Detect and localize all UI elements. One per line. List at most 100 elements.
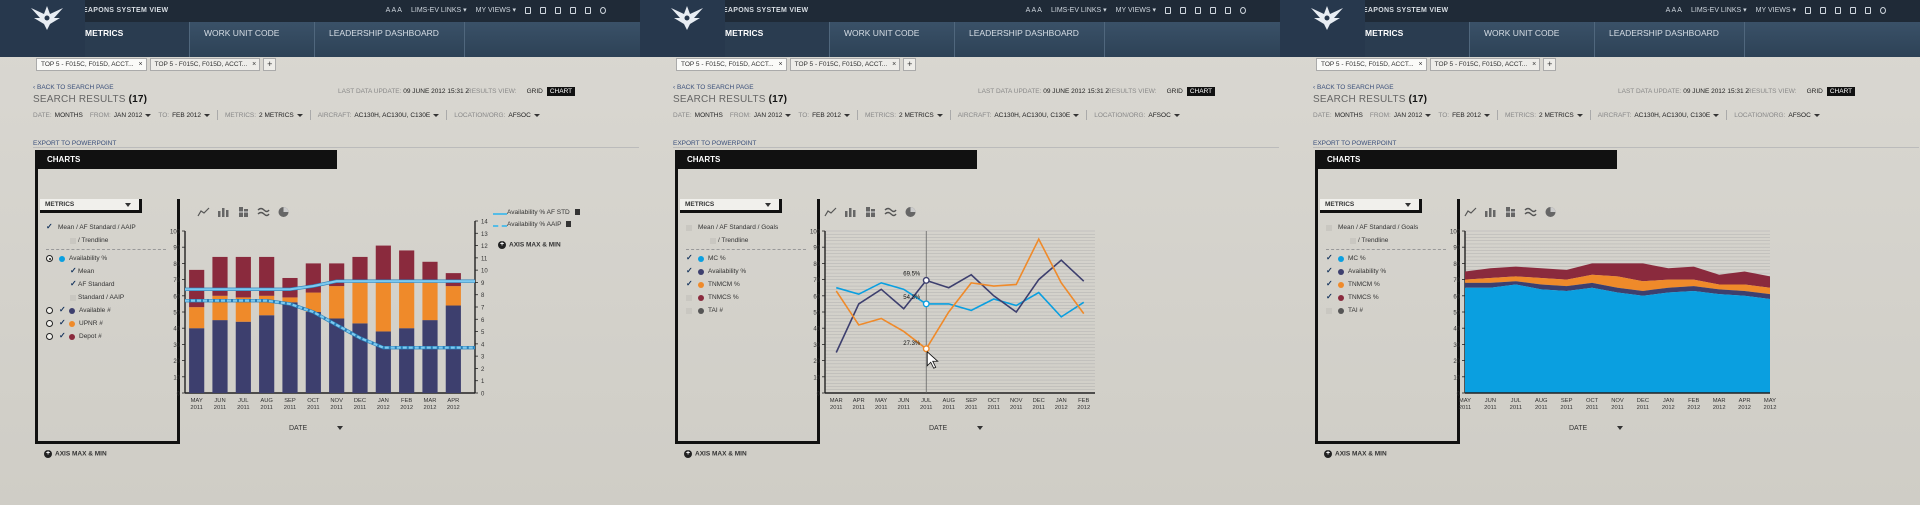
close-icon[interactable]: ×	[892, 61, 897, 68]
tab-work-unit-code[interactable]: WORK UNIT CODE	[830, 22, 955, 57]
to-filter[interactable]: FEB 2012	[172, 111, 201, 119]
aircraft-filter[interactable]: AC130H, AC130U, C130E	[1634, 111, 1711, 119]
metrics-dropdown[interactable]: METRICS	[40, 199, 142, 213]
area-series[interactable]	[1465, 284, 1770, 393]
line-chart-icon[interactable]	[197, 205, 210, 217]
checkbox[interactable]	[686, 295, 692, 301]
radio-button[interactable]	[46, 255, 53, 262]
legend-item[interactable]: Availability % AAIP	[493, 219, 580, 231]
bar-segment[interactable]	[375, 282, 391, 332]
bar-segment[interactable]	[352, 256, 368, 282]
bar-segment[interactable]	[422, 281, 438, 321]
document-icon[interactable]	[1195, 6, 1201, 14]
trash-icon[interactable]	[574, 209, 580, 216]
back-to-search-link[interactable]: ‹ BACK TO SEARCH PAGE	[1313, 84, 1394, 91]
my-views-menu[interactable]: MY VIEWS ▾	[475, 7, 516, 14]
bar-segment[interactable]	[282, 297, 298, 303]
checkbox[interactable]	[686, 225, 692, 231]
axis-max-min-button[interactable]: + AXIS MAX & MIN	[498, 241, 561, 249]
bar-segment[interactable]	[212, 320, 228, 393]
close-icon[interactable]: ×	[1418, 61, 1423, 68]
bar-segment[interactable]	[399, 328, 415, 393]
grid-view-button[interactable]: GRID	[526, 88, 543, 95]
from-filter[interactable]: JAN 2012	[113, 111, 143, 119]
legend-item[interactable]: Availability % AF STD	[493, 207, 580, 219]
chart-icon[interactable]	[1225, 6, 1231, 14]
save-icon[interactable]	[1805, 6, 1811, 14]
data-point[interactable]	[922, 276, 930, 284]
chart-icon[interactable]	[1865, 6, 1871, 14]
view-tab[interactable]: TOP 5 - F015C, F015D, ACCT... ×	[149, 58, 261, 71]
checkbox[interactable]: ✓	[1326, 253, 1333, 262]
threshold-line[interactable]	[185, 299, 475, 349]
date-filter[interactable]: MONTHS	[694, 111, 723, 119]
checkbox[interactable]	[1326, 225, 1332, 231]
tab-work-unit-code[interactable]: WORK UNIT CODE	[1470, 22, 1595, 57]
series-line[interactable]	[835, 259, 1085, 353]
save-icon[interactable]	[1165, 6, 1171, 14]
font-size-control[interactable]: A A A	[1665, 6, 1682, 14]
area-series[interactable]	[1465, 281, 1770, 300]
my-views-menu[interactable]: MY VIEWS ▾	[1755, 7, 1796, 14]
help-icon[interactable]	[1880, 6, 1886, 14]
document-icon[interactable]	[555, 6, 561, 14]
print-icon[interactable]	[1180, 6, 1186, 14]
radio-button[interactable]	[46, 307, 53, 314]
checkbox[interactable]: ✓	[59, 318, 66, 327]
pie-chart-icon[interactable]	[277, 205, 290, 217]
metrics-filter[interactable]: 2 METRICS	[259, 111, 294, 119]
bar-segment[interactable]	[189, 328, 205, 393]
aircraft-filter[interactable]: AC130H, AC130U, C130E	[994, 111, 1071, 119]
location-filter[interactable]: AFSOC	[508, 111, 531, 119]
view-tab[interactable]: TOP 5 - F015C, F015D, ACCT... ×	[676, 58, 787, 71]
area-chart-icon[interactable]	[884, 205, 897, 217]
area-series[interactable]	[1465, 263, 1770, 288]
checkbox[interactable]	[1326, 308, 1332, 314]
checkbox[interactable]: ✓	[59, 331, 66, 340]
stacked-bar-icon[interactable]	[237, 205, 250, 217]
trash-icon[interactable]	[566, 221, 572, 228]
aircraft-filter[interactable]: AC130H, AC130U, C130E	[354, 111, 431, 119]
checkbox[interactable]: ✓	[70, 266, 77, 275]
from-filter[interactable]: JAN 2012	[1393, 111, 1423, 119]
checkbox[interactable]: ✓	[1326, 266, 1333, 275]
close-icon[interactable]: ×	[252, 61, 257, 68]
add-tab-button[interactable]: +	[1543, 58, 1557, 71]
checkbox[interactable]: ✓	[1326, 279, 1333, 288]
bar-segment[interactable]	[259, 295, 275, 316]
bar-segment[interactable]	[282, 302, 298, 393]
from-filter[interactable]: JAN 2012	[753, 111, 783, 119]
bar-segment[interactable]	[422, 261, 438, 282]
metrics-filter[interactable]: 2 METRICS	[899, 111, 934, 119]
date-axis-dropdown[interactable]: DATE	[1569, 425, 1624, 432]
bar-segment[interactable]	[445, 286, 461, 306]
help-icon[interactable]	[1240, 6, 1246, 14]
radio-button[interactable]	[46, 320, 53, 327]
line-chart-icon[interactable]	[824, 205, 837, 217]
area-series[interactable]	[1465, 274, 1770, 295]
refresh-icon[interactable]	[1210, 6, 1216, 14]
data-point[interactable]	[922, 345, 930, 353]
to-filter[interactable]: FEB 2012	[812, 111, 841, 119]
to-filter[interactable]: FEB 2012	[1452, 111, 1481, 119]
bar-segment[interactable]	[352, 281, 368, 324]
bar-segment[interactable]	[399, 282, 415, 329]
bar-segment[interactable]	[375, 245, 391, 283]
line-chart-icon[interactable]	[1464, 205, 1477, 217]
threshold-line[interactable]	[185, 280, 475, 291]
back-to-search-link[interactable]: ‹ BACK TO SEARCH PAGE	[33, 84, 114, 91]
date-filter[interactable]: MONTHS	[1334, 111, 1363, 119]
my-views-menu[interactable]: MY VIEWS ▾	[1115, 7, 1156, 14]
chart-view-button[interactable]: CHART	[546, 87, 576, 96]
font-size-control[interactable]: A A A	[1025, 6, 1042, 14]
add-tab-button[interactable]: +	[263, 58, 277, 71]
axis-max-min-button[interactable]: + AXIS MAX & MIN	[1324, 450, 1387, 458]
checkbox[interactable]: ✓	[70, 279, 77, 288]
bar-segment[interactable]	[259, 256, 275, 296]
area-chart-icon[interactable]	[1524, 205, 1537, 217]
bar-segment[interactable]	[305, 292, 321, 312]
lims-links-menu[interactable]: LIMS-EV LINKS ▾	[1690, 7, 1747, 14]
checkbox[interactable]	[70, 295, 76, 301]
stacked-bar-icon[interactable]	[1504, 205, 1517, 217]
grid-view-button[interactable]: GRID	[1806, 88, 1823, 95]
